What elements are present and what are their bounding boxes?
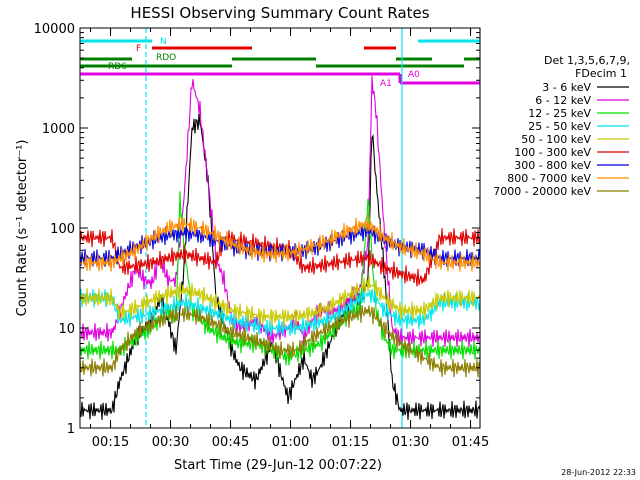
legend-label: 12 - 25 keV: [528, 107, 591, 120]
flag-label-rd6: RD6: [108, 62, 127, 72]
flag-label-a1: A1: [380, 79, 392, 89]
x-tick-label: 01:45: [452, 435, 489, 450]
flag-label-n: N: [160, 37, 167, 47]
chart-title: HESSI Observing Summary Count Rates: [130, 4, 429, 22]
x-tick-label: 01:15: [332, 435, 369, 450]
y-axis-label: Count Rate (s⁻¹ detector⁻¹): [15, 140, 30, 317]
series-line-7: [79, 213, 481, 272]
legend-label: 100 - 300 keV: [514, 146, 591, 159]
series-line-8: [79, 305, 481, 378]
legend-label: 7000 - 20000 keV: [493, 185, 591, 198]
y-tick-label: 1: [67, 422, 75, 437]
y-tick-label: 10: [58, 322, 75, 337]
x-axis-label: Start Time (29-Jun-12 00:07:22): [174, 458, 382, 473]
series-line-1: [79, 75, 481, 348]
x-tick-label: 00:45: [212, 435, 249, 450]
y-tick-label: 10000: [34, 22, 75, 37]
legend-label: 6 - 12 keV: [535, 94, 591, 107]
timestamp: 28-Jun-2012 22:33: [561, 468, 636, 477]
legend-label: 800 - 7000 keV: [507, 172, 591, 185]
y-tick-label: 100: [50, 222, 75, 237]
legend-header-2: FDecim 1: [575, 67, 627, 80]
series-line-4: [79, 276, 481, 327]
flag-label-a0: A0: [408, 70, 420, 80]
series-layer: [79, 75, 481, 420]
legend-label: 25 - 50 keV: [528, 120, 591, 133]
flag-label-rdo: RDO: [156, 53, 176, 63]
x-tick-label: 01:00: [272, 435, 309, 450]
flag-layer: N F RDO RD6 A1 A0: [80, 28, 481, 428]
flag-label-f: F: [136, 44, 141, 54]
x-tick-label: 00:30: [152, 435, 189, 450]
x-tick-label: 01:30: [392, 435, 429, 450]
legend-label: 3 - 6 keV: [542, 81, 591, 94]
legend-label: 50 - 100 keV: [521, 133, 591, 146]
legend-label: 300 - 800 keV: [514, 159, 591, 172]
legend-header-1: Det 1,3,5,6,7,9,: [544, 54, 630, 67]
y-tick-label: 1000: [42, 122, 75, 137]
x-tick-label: 00:15: [92, 435, 129, 450]
tick-layer: 00:15 00:30 00:45 01:00 01:15 01:30 01:45 1 10 10…: [34, 22, 490, 450]
series-line-5: [79, 228, 481, 287]
